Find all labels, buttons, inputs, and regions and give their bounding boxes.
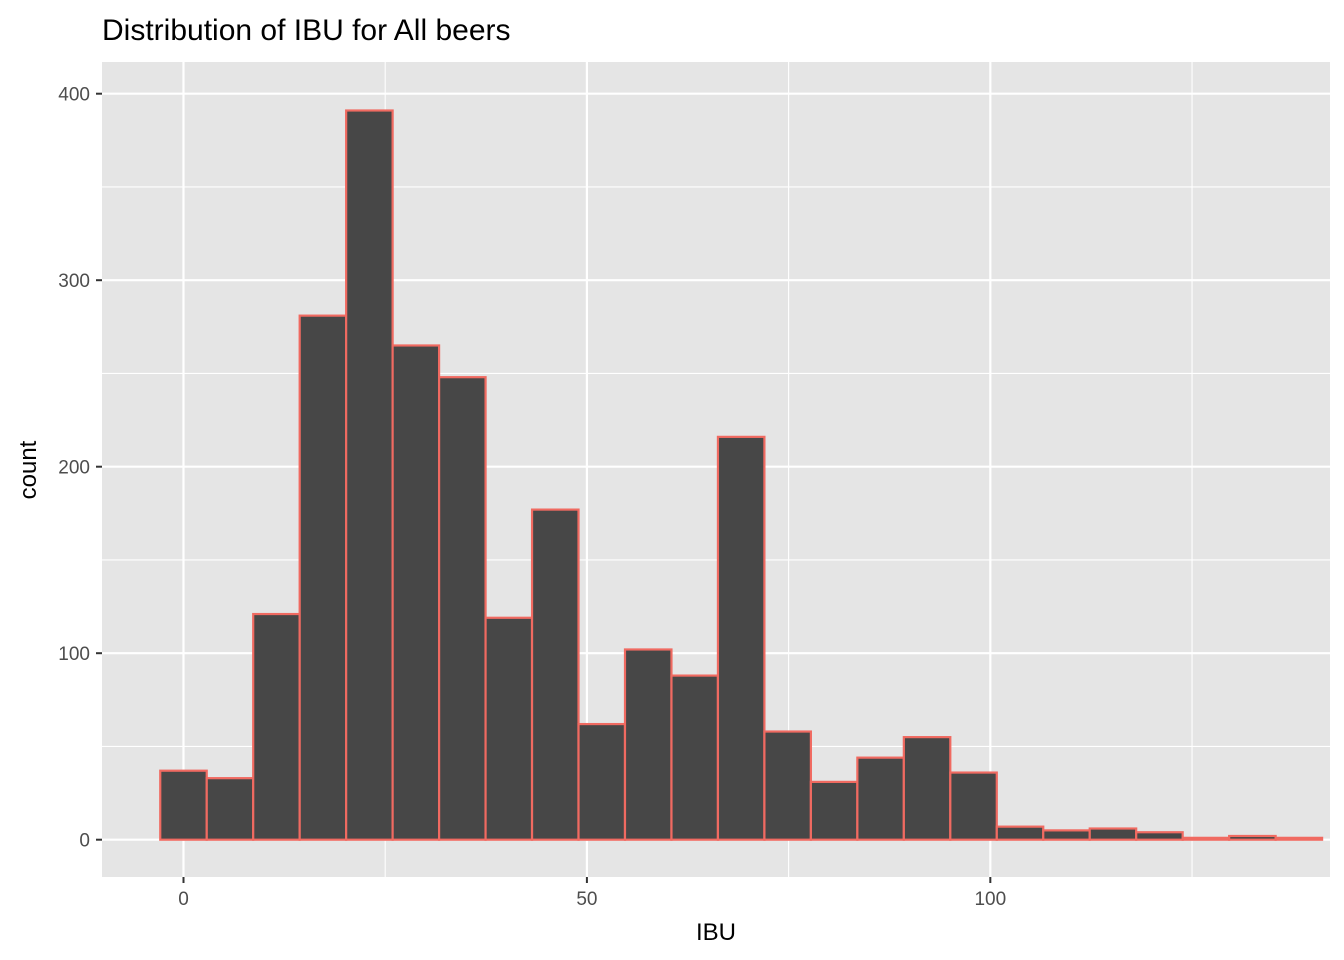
histogram-bar-2 [252, 612, 301, 841]
histogram-bars [159, 109, 1324, 841]
histogram-bar-20 [1088, 827, 1138, 841]
x-tick-label: 100 [974, 889, 1006, 910]
histogram-bar-17 [949, 771, 998, 841]
histogram-bar-24 [1274, 836, 1324, 841]
histogram-bar-11 [670, 674, 720, 841]
histogram-bar-13 [763, 730, 812, 841]
y-tick-label: 400 [58, 85, 90, 106]
y-tick-label: 300 [58, 271, 90, 292]
chart-title: Distribution of IBU for All beers [102, 14, 511, 47]
y-axis-title: count [15, 440, 42, 499]
histogram-bar-18 [995, 825, 1045, 841]
histogram-bar-6 [437, 376, 487, 841]
y-axis-ticks: 0 100 200 300 400 [58, 85, 102, 852]
histogram-bar-16 [902, 736, 952, 841]
histogram-bar-7 [484, 616, 534, 841]
x-axis-title: IBU [696, 919, 736, 946]
histogram-bar-10 [623, 648, 673, 841]
y-tick-label: 200 [58, 458, 90, 479]
histogram-bar-23 [1228, 834, 1277, 841]
x-tick-label: 0 [178, 889, 189, 910]
histogram-bar-5 [391, 344, 441, 841]
histogram-bar-21 [1135, 831, 1184, 841]
histogram-bar-14 [809, 780, 859, 841]
histogram-bar-22 [1181, 836, 1231, 841]
histogram-bar-1 [205, 777, 255, 841]
histogram-bar-15 [856, 756, 905, 841]
histogram-bar-4 [345, 109, 394, 841]
histogram-bar-12 [716, 435, 766, 841]
histogram-bar-3 [298, 314, 348, 841]
x-tick-label: 50 [576, 889, 597, 910]
histogram-bar-19 [1042, 829, 1091, 841]
histogram-bar-9 [577, 722, 627, 841]
histogram-bar-0 [159, 769, 208, 841]
x-axis-ticks: 0 50 100 [178, 877, 1006, 910]
histogram-bar-8 [530, 508, 580, 841]
y-tick-label: 0 [79, 831, 90, 852]
y-tick-label: 100 [58, 644, 90, 665]
